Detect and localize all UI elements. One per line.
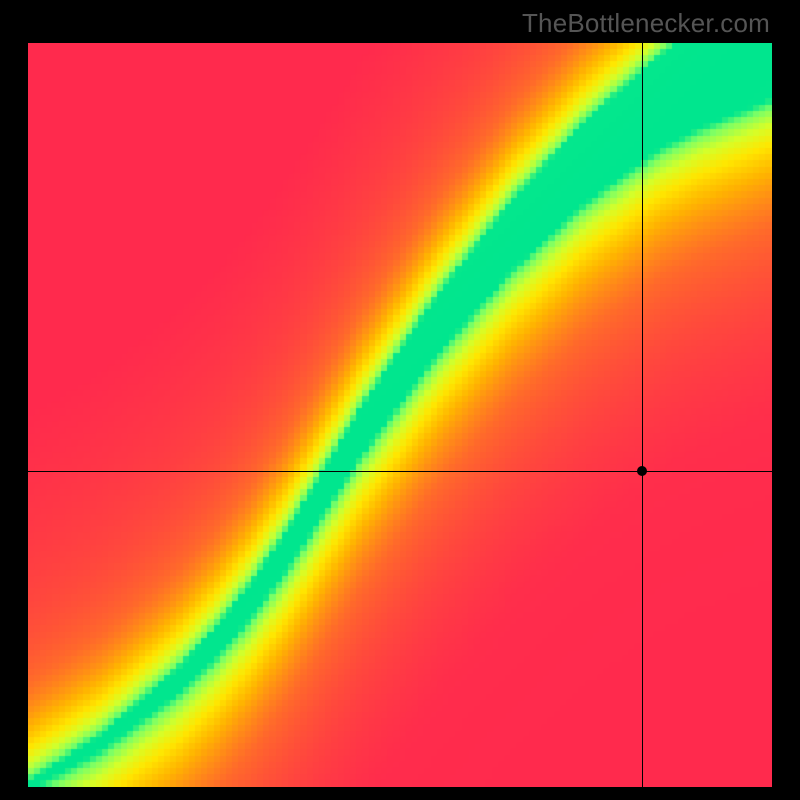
crosshair-vertical-line xyxy=(642,43,643,787)
heatmap-canvas xyxy=(28,43,772,787)
watermark-text: TheBottlenecker.com xyxy=(522,8,770,39)
crosshair-marker-dot xyxy=(637,466,647,476)
root-container: TheBottlenecker.com xyxy=(0,0,800,800)
crosshair-horizontal-line xyxy=(28,471,772,472)
heatmap-plot xyxy=(28,43,772,787)
